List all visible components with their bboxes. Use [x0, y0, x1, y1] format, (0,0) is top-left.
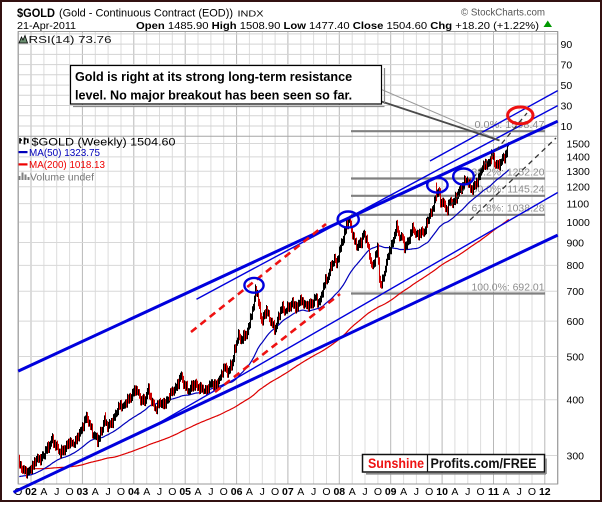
svg-text:A: A [400, 486, 407, 498]
svg-text:MA(200) 1018.13: MA(200) 1018.13 [29, 160, 105, 171]
svg-text:02: 02 [25, 486, 37, 498]
svg-text:900: 900 [567, 237, 585, 249]
svg-text:700: 700 [567, 286, 585, 298]
svg-text:600: 600 [567, 316, 585, 328]
svg-text:A: A [92, 486, 99, 498]
svg-text:1100: 1100 [567, 198, 590, 210]
svg-text:1500: 1500 [567, 138, 591, 150]
svg-text:30: 30 [561, 101, 573, 113]
svg-text:1200: 1200 [567, 182, 591, 194]
svg-text:J: J [54, 486, 59, 498]
svg-text:10: 10 [436, 486, 448, 498]
svg-text:A: A [143, 486, 150, 498]
svg-text:300: 300 [567, 450, 585, 462]
svg-text:O: O [477, 486, 485, 498]
svg-text:A: A [297, 486, 304, 498]
svg-text:O: O [117, 486, 125, 498]
svg-text:J: J [311, 486, 316, 498]
svg-text:12: 12 [539, 486, 551, 498]
svg-text:O: O [374, 486, 382, 498]
svg-text:O: O [14, 486, 22, 498]
svg-text:O: O [528, 486, 536, 498]
svg-text:70: 70 [561, 59, 573, 71]
svg-text:50: 50 [561, 80, 573, 92]
svg-text:21-Apr-2011: 21-Apr-2011 [17, 21, 76, 32]
svg-text:(Gold - Continuous Contract (E: (Gold - Continuous Contract (EOD)) [59, 8, 233, 20]
svg-text:07: 07 [282, 486, 294, 498]
svg-text:Volume undef: Volume undef [30, 172, 94, 183]
svg-text:J: J [157, 486, 162, 498]
svg-text:$GOLD (Weekly) 1504.60: $GOLD (Weekly) 1504.60 [32, 137, 176, 149]
svg-text:J: J [517, 486, 522, 498]
svg-text:J: J [414, 486, 419, 498]
svg-text:© StockCharts.com: © StockCharts.com [461, 8, 545, 19]
svg-text:O: O [271, 486, 279, 498]
svg-text:Profits.com/FREE: Profits.com/FREE [431, 456, 537, 471]
svg-text:A: A [40, 486, 47, 498]
svg-text:500: 500 [567, 351, 585, 363]
svg-text:50.0%: 1145.24: 50.0%: 1145.24 [472, 184, 545, 196]
svg-text:RSI(14) 73.76: RSI(14) 73.76 [29, 35, 112, 46]
svg-text:03: 03 [77, 486, 89, 498]
svg-text:800: 800 [567, 260, 585, 272]
svg-text:O: O [322, 486, 330, 498]
svg-text:Gold is right at its strong lo: Gold is right at its strong long-term re… [75, 70, 352, 84]
svg-text:level. No major breakout has b: level. No major breakout has been seen s… [75, 89, 352, 103]
svg-text:38.2%: 1252.20: 38.2%: 1252.20 [472, 166, 545, 178]
svg-text:11: 11 [488, 486, 499, 498]
svg-text:1300: 1300 [567, 166, 591, 178]
svg-text:J: J [208, 486, 213, 498]
svg-text:O: O [425, 486, 433, 498]
svg-text:O: O [220, 486, 228, 498]
svg-text:09: 09 [385, 486, 397, 498]
svg-text:1400: 1400 [567, 152, 591, 164]
svg-text:A: A [194, 486, 201, 498]
svg-text:400: 400 [567, 395, 585, 407]
svg-text:Open 1485.90 High 1508.90 Low: Open 1485.90 High 1508.90 Low 1477.40 Cl… [136, 21, 539, 32]
svg-text:J: J [465, 486, 470, 498]
svg-text:08: 08 [333, 486, 345, 498]
svg-text:J: J [260, 486, 265, 498]
svg-text:J: J [362, 486, 367, 498]
svg-text:A: A [349, 486, 356, 498]
svg-text:Sunshine: Sunshine [368, 456, 424, 471]
svg-text:05: 05 [179, 486, 191, 498]
svg-text:61.8%: 1038.28: 61.8%: 1038.28 [472, 203, 545, 215]
svg-text:O: O [168, 486, 176, 498]
svg-text:A: A [246, 486, 253, 498]
svg-text:1000: 1000 [567, 217, 591, 229]
svg-text:J: J [105, 486, 110, 498]
svg-text:MA(50) 1323.75: MA(50) 1323.75 [29, 148, 100, 159]
svg-text:$GOLD: $GOLD [17, 6, 55, 20]
svg-text:INDX: INDX [238, 9, 264, 19]
svg-text:A: A [503, 486, 510, 498]
svg-text:90: 90 [561, 39, 573, 51]
svg-text:O: O [66, 486, 74, 498]
svg-text:06: 06 [231, 486, 243, 498]
svg-text:100.0%: 692.01: 100.0%: 692.01 [472, 281, 545, 293]
svg-text:A: A [451, 486, 458, 498]
svg-text:04: 04 [128, 486, 140, 498]
svg-text:10: 10 [561, 121, 573, 133]
